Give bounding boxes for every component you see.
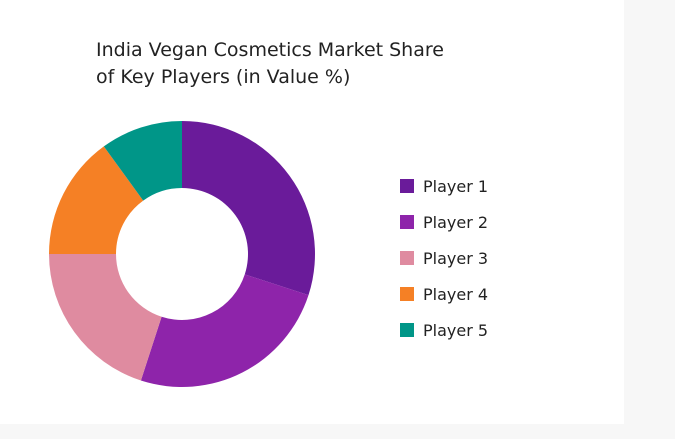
chart-title: India Vegan Cosmetics Market Share of Ke… <box>96 37 444 91</box>
legend-swatch <box>400 287 414 301</box>
donut-slice-player-2 <box>140 274 309 387</box>
legend-item-player-2: Player 2 <box>400 204 488 240</box>
chart-card: India Vegan Cosmetics Market Share of Ke… <box>49 37 489 387</box>
legend-swatch <box>400 323 414 337</box>
chart-title-line-1: India Vegan Cosmetics Market Share <box>96 39 444 61</box>
donut-chart <box>49 121 315 387</box>
legend-label: Player 5 <box>423 320 489 340</box>
legend-swatch <box>400 215 414 229</box>
chart-legend: Player 1 Player 2 Player 3 Player 4 Play… <box>400 168 488 348</box>
legend-swatch <box>400 251 414 265</box>
legend-swatch <box>400 179 414 193</box>
chart-title-line-2: of Key Players (in Value %) <box>96 66 351 88</box>
donut-slice-player-3 <box>49 254 162 381</box>
legend-label: Player 2 <box>423 212 489 232</box>
donut-slice-player-4 <box>49 146 144 254</box>
donut-slice-player-5 <box>103 121 182 201</box>
legend-item-player-3: Player 3 <box>400 240 488 276</box>
legend-item-player-1: Player 1 <box>400 168 488 204</box>
donut-slice-player-1 <box>182 121 315 296</box>
legend-label: Player 3 <box>423 248 489 268</box>
legend-item-player-4: Player 4 <box>400 276 488 312</box>
legend-label: Player 1 <box>423 176 489 196</box>
legend-item-player-5: Player 5 <box>400 312 488 348</box>
legend-label: Player 4 <box>423 284 489 304</box>
